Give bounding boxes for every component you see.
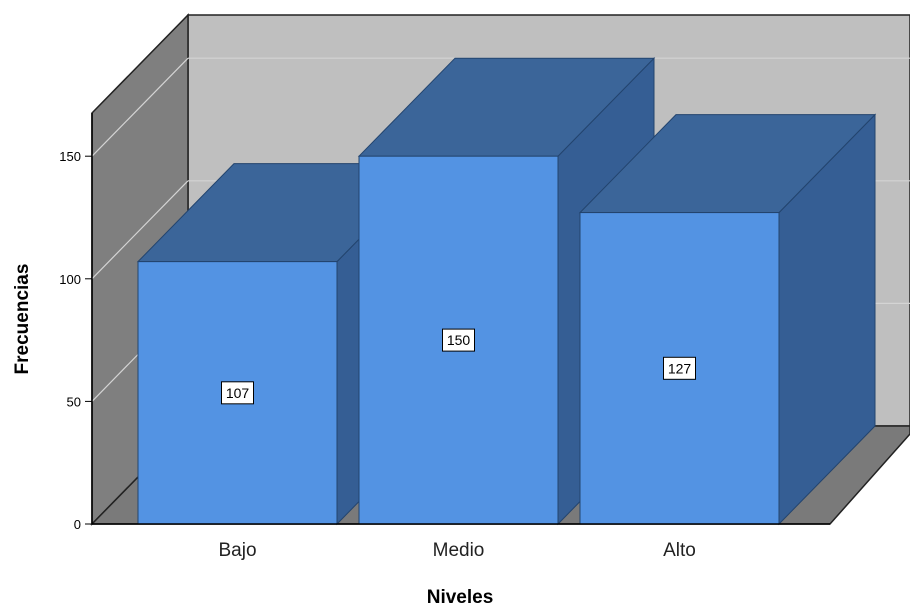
data-label-2: 127 [668, 360, 692, 376]
bar-front-2 [579, 212, 780, 525]
y-axis-title: Frecuencias [12, 264, 33, 375]
y-axis: 0 50 100 150 [59, 113, 93, 532]
y-tick-label-1: 50 [67, 394, 81, 409]
data-label-box-0 [221, 381, 254, 405]
data-label-0: 107 [226, 385, 250, 401]
bar-alto: 127 [578, 113, 877, 526]
data-label-box-2 [663, 356, 696, 380]
x-axis-title: Niveles [427, 587, 494, 605]
data-label-box-1 [442, 328, 475, 352]
y-tick-label-0: 0 [74, 517, 81, 532]
x-tick-label-2: Alto [663, 540, 696, 561]
y-tick-label-2: 100 [59, 272, 81, 287]
x-tick-label-1: Medio [433, 540, 485, 561]
x-axis: Bajo Medio Alto [92, 523, 830, 561]
data-label-1: 150 [447, 332, 471, 348]
gridline-side-2 [91, 180, 189, 280]
y-tick-label-3: 150 [59, 149, 81, 164]
gridline-side-3 [91, 57, 189, 157]
x-tick-label-0: Bajo [218, 540, 256, 561]
